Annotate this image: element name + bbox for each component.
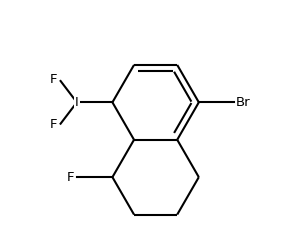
Text: F: F [50,74,58,86]
Text: I: I [75,96,79,109]
Text: F: F [50,118,58,131]
Text: Br: Br [236,96,251,109]
Text: F: F [67,171,74,184]
